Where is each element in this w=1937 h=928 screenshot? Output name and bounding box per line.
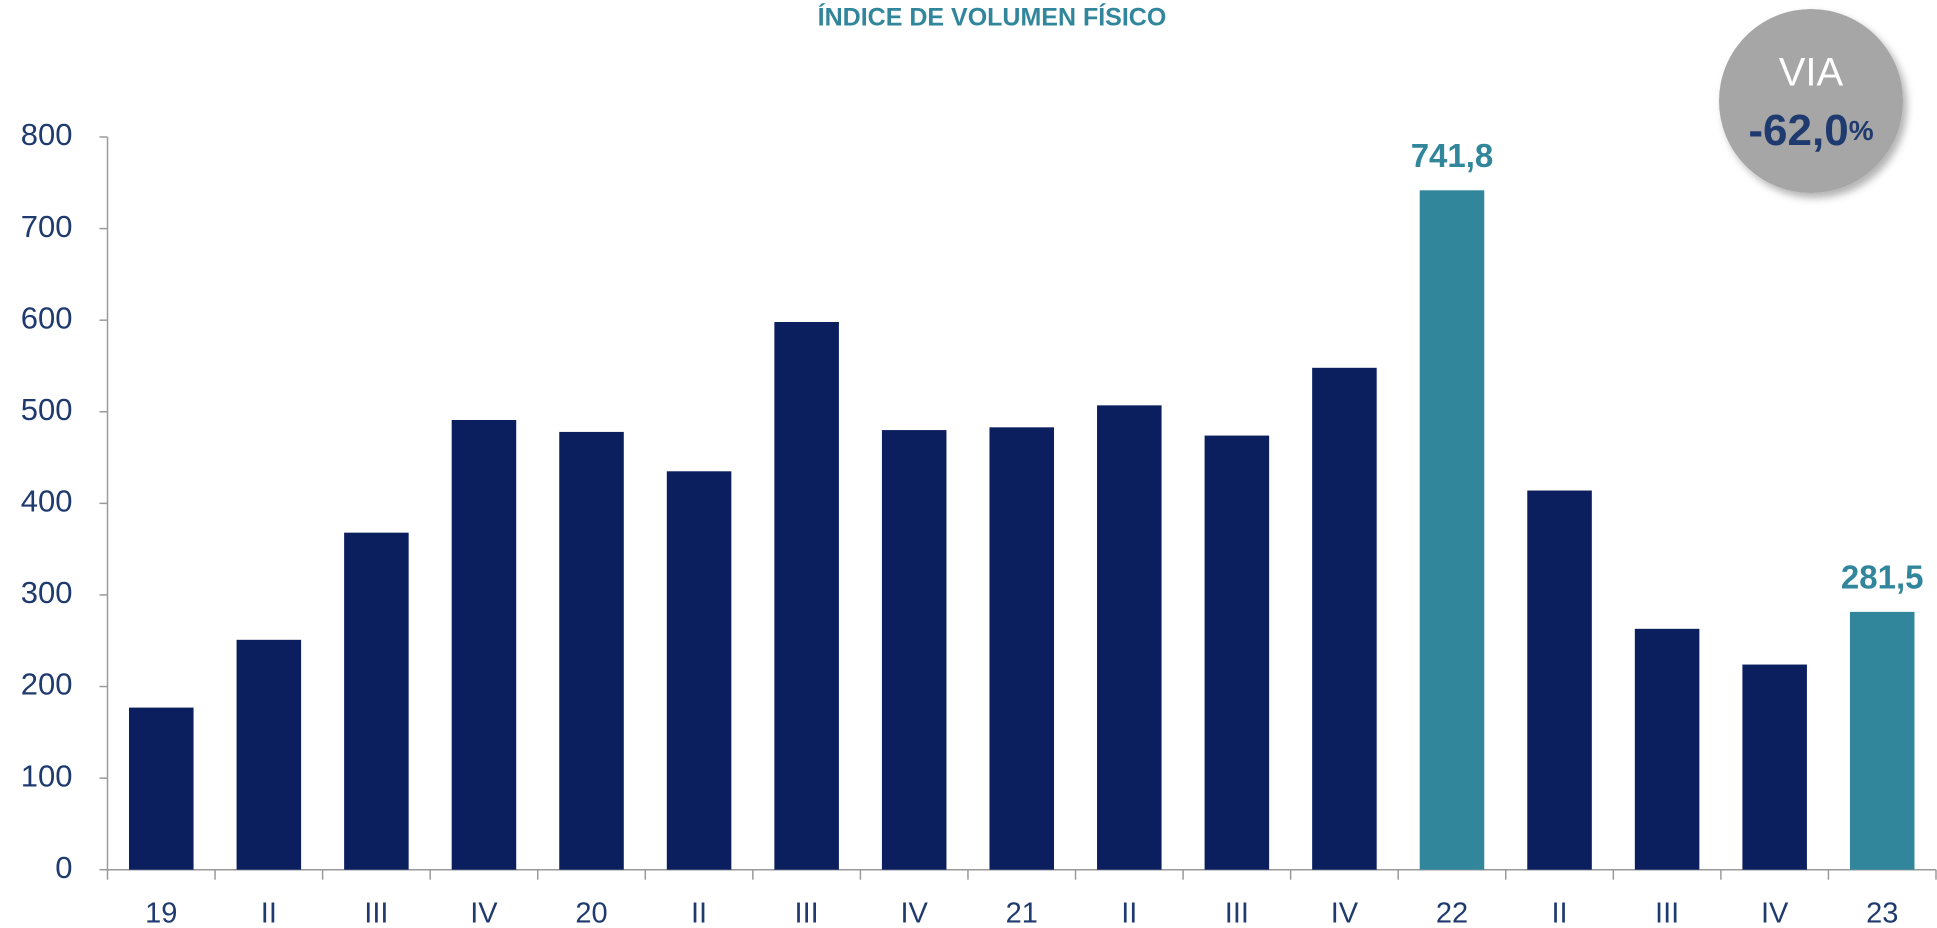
bar [989,427,1055,870]
bar [1419,190,1485,870]
x-tick-label: III [795,897,819,928]
data-label: 741,8 [1411,137,1494,174]
bar [344,532,409,870]
x-tick-label: IV [900,897,928,928]
y-tick-label: 0 [55,850,72,885]
x-tick-label: 22 [1436,897,1468,928]
x-tick-label: II [691,897,707,928]
x-tick-label: IV [470,897,498,928]
y-tick-label: 500 [21,392,73,427]
bar [236,639,302,870]
bar [1527,490,1592,870]
badge-number: -62,0 [1748,106,1848,155]
x-tick-label: 20 [575,897,607,928]
y-tick-label: 700 [21,209,73,244]
badge: VIA -62,0% [1719,9,1903,193]
y-tick-label: 600 [21,300,73,335]
bar [129,707,194,870]
x-tick-label: 19 [145,897,177,928]
y-tick-label: 300 [21,575,73,610]
chart-title: ÍNDICE DE VOLUMEN FÍSICO [818,3,1167,32]
x-tick-label: III [364,897,388,928]
x-tick-label: III [1225,897,1249,928]
bar [881,430,947,870]
bar [774,322,839,870]
bar [1742,664,1807,870]
x-tick-label: II [1121,897,1137,928]
x-tick-label: II [261,897,277,928]
data-label: 281,5 [1841,559,1924,596]
x-tick-label: 23 [1866,897,1898,928]
bar [1312,367,1377,870]
bar [451,420,517,870]
badge-value: -62,0% [1748,106,1873,155]
x-tick-label: IV [1331,897,1359,928]
bar [1097,405,1162,870]
bar [1849,611,1915,870]
badge-title: VIA [1779,51,1844,95]
x-tick-label: II [1551,897,1567,928]
badge-circle [1719,9,1903,193]
y-tick-label: 400 [21,484,73,519]
y-tick-label: 800 [21,117,73,152]
y-tick-label: 200 [21,667,73,702]
x-tick-label: 21 [1006,897,1038,928]
bar [666,471,732,870]
bar [559,431,624,870]
y-tick-label: 100 [21,758,73,793]
bar [1204,435,1270,870]
bar [1634,628,1700,870]
x-tick-label: IV [1761,897,1789,928]
x-tick-label: III [1655,897,1679,928]
badge-unit: % [1849,115,1874,146]
